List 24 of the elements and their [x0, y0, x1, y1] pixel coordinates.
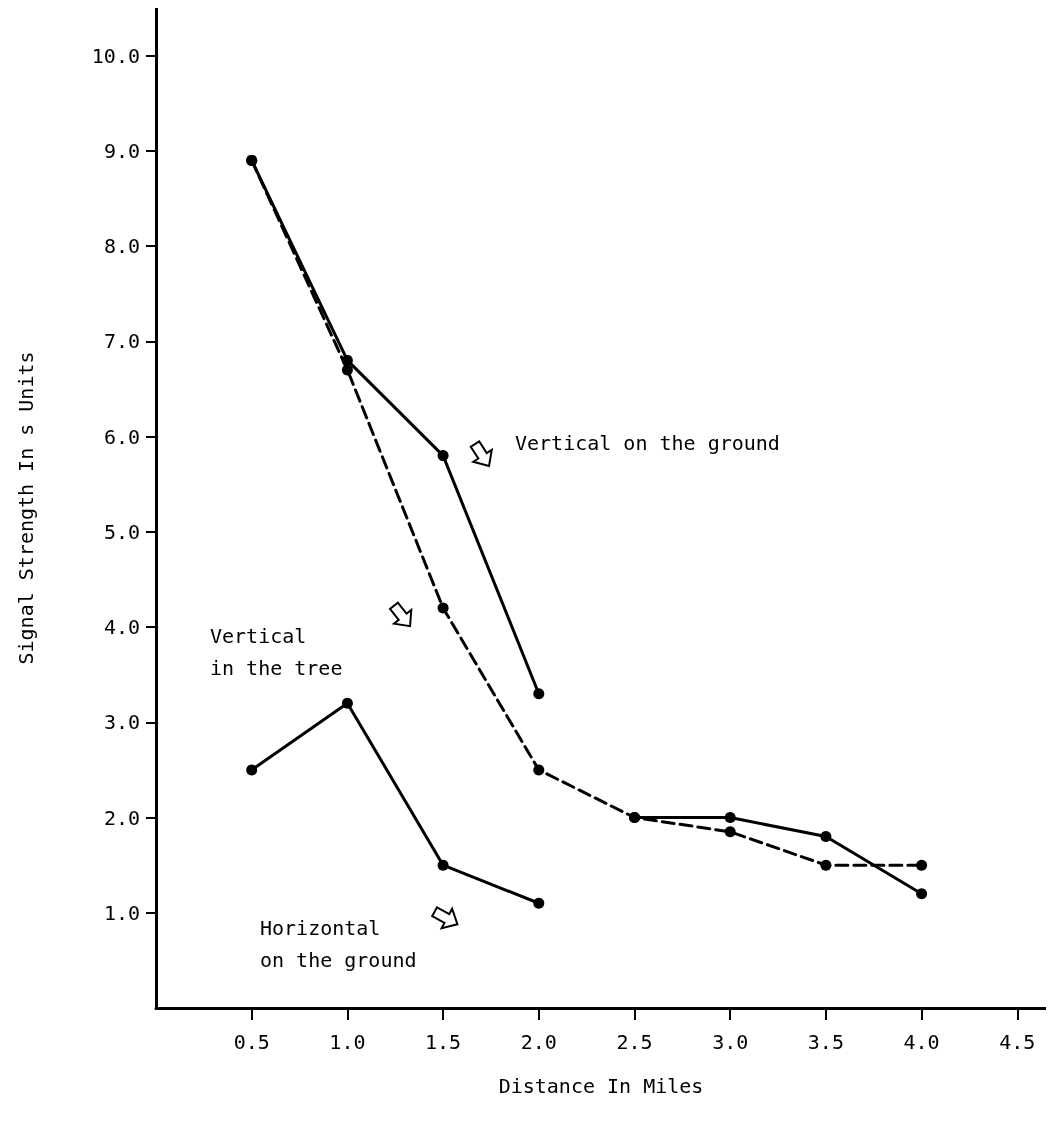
y-tick-label: 6.0	[103, 424, 140, 449]
y-tick-label: 4.0	[103, 615, 140, 640]
y-tick-label: 1.0	[103, 900, 140, 925]
annotation: Vertical on the ground	[515, 431, 780, 455]
y-tick-label: 7.0	[103, 329, 140, 354]
x-tick-label: 2.5	[616, 1030, 653, 1054]
x-tick-label: 3.0	[712, 1030, 749, 1054]
y-tick-label: 2.0	[103, 805, 140, 830]
y-tick-label: 10.0	[91, 43, 140, 68]
y-tick-label: 9.0	[103, 138, 140, 163]
x-tick-label: 2.0	[520, 1030, 557, 1054]
x-tick-label: 1.5	[425, 1030, 462, 1054]
y-tick-label: 3.0	[103, 710, 140, 735]
x-tick-label: 4.0	[903, 1030, 940, 1054]
y-axis-title: Signal Strength In s Units	[14, 351, 38, 665]
x-axis-title: Distance In Miles	[498, 1074, 704, 1098]
x-tick-label: 4.5	[999, 1030, 1036, 1054]
x-tick-label: 0.5	[233, 1030, 270, 1054]
x-tick-label: 1.0	[329, 1030, 366, 1054]
y-tick-label: 5.0	[103, 519, 140, 544]
y-tick-label: 8.0	[103, 234, 140, 259]
x-tick-label: 3.5	[807, 1030, 844, 1054]
annotation: Vertical in the tree	[210, 624, 343, 680]
annotation: Horizontal on the ground	[260, 916, 417, 972]
